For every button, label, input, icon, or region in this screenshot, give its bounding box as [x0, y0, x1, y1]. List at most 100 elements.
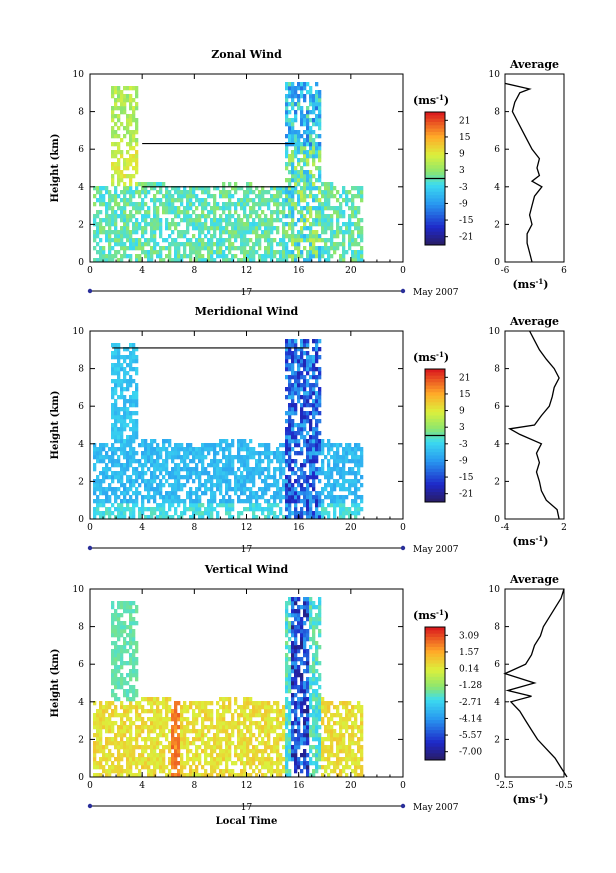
heatmap-cell	[171, 713, 175, 718]
heatmap-cell	[258, 463, 262, 468]
heatmap-cell	[228, 769, 232, 774]
heatmap-cell	[258, 198, 262, 203]
colorbar-swatch	[425, 241, 445, 246]
heatmap-cell	[252, 757, 256, 762]
heatmap-cell	[303, 601, 307, 606]
heatmap-cell	[114, 226, 118, 231]
heatmap-cell	[288, 395, 292, 400]
heatmap-cell	[270, 765, 274, 770]
heatmap-cell	[168, 250, 172, 255]
colorbar-swatch	[425, 432, 445, 436]
heatmap-cell	[291, 371, 295, 376]
heatmap-cell	[141, 737, 145, 742]
heatmap-cell	[195, 250, 199, 255]
heatmap-cell	[345, 507, 349, 512]
heatmap-cell	[207, 515, 211, 520]
heatmap-cell	[312, 605, 316, 610]
heatmap-cell	[102, 709, 106, 714]
heatmap-cell	[135, 206, 139, 211]
heatmap-cell	[258, 749, 262, 754]
heatmap-cell	[156, 705, 160, 710]
heatmap-cell	[114, 198, 118, 203]
heatmap-cell	[114, 190, 118, 195]
heatmap-cell	[189, 258, 193, 263]
heatmap-cell	[192, 242, 196, 247]
heatmap-cell	[219, 238, 223, 243]
heatmap-cell	[123, 511, 127, 516]
heatmap-cell	[150, 495, 154, 500]
heatmap-cell	[174, 499, 178, 504]
colorbar-swatch	[425, 115, 445, 120]
heatmap-cell	[342, 238, 346, 243]
heatmap-cell	[243, 721, 247, 726]
heatmap-cell	[297, 621, 301, 626]
heatmap-cell	[291, 218, 295, 223]
heatmap-cell	[186, 222, 190, 227]
heatmap-cell	[309, 443, 313, 448]
heatmap-cell	[117, 134, 121, 139]
heatmap-cell	[351, 503, 355, 508]
heatmap-cell	[144, 186, 148, 191]
heatmap-cell	[114, 709, 118, 714]
heatmap-cell	[153, 459, 157, 464]
heatmap-cell	[201, 773, 205, 778]
heatmap-cell	[300, 94, 304, 99]
heatmap-cell	[360, 186, 364, 191]
heatmap-cell	[222, 709, 226, 714]
heatmap-cell	[120, 483, 124, 488]
heatmap-cell	[294, 222, 298, 227]
heatmap-cell	[258, 234, 262, 239]
heatmap-cell	[327, 717, 331, 722]
heatmap-cell	[312, 154, 316, 159]
heatmap-cell	[324, 190, 328, 195]
heatmap-cell	[306, 697, 310, 702]
heatmap-cell	[162, 459, 166, 464]
heatmap-cell	[291, 467, 295, 472]
heatmap-cell	[318, 391, 322, 396]
heatmap-cell	[168, 443, 172, 448]
heatmap-cell	[138, 491, 142, 496]
heatmap-cell	[129, 701, 133, 706]
heatmap-cell	[249, 701, 253, 706]
heatmap-cell	[126, 753, 130, 758]
heatmap-cell	[318, 403, 322, 408]
heatmap-cell	[288, 190, 292, 195]
heatmap-cell	[243, 439, 247, 444]
heatmap-cell	[216, 761, 220, 766]
heatmap-cell	[129, 190, 133, 195]
heatmap-cell	[288, 435, 292, 440]
heatmap-cell	[135, 387, 139, 392]
heatmap-cell	[96, 511, 100, 516]
colorbar-swatch	[425, 392, 445, 396]
heatmap-cell	[120, 665, 124, 670]
heatmap-cell	[207, 753, 211, 758]
heatmap-cell	[129, 637, 133, 642]
heatmap-cell	[270, 761, 274, 766]
heatmap-cell	[285, 194, 289, 199]
heatmap-cell	[114, 609, 118, 614]
heatmap-cell	[273, 495, 277, 500]
heatmap-cell	[270, 238, 274, 243]
heatmap-cell	[207, 499, 211, 504]
heatmap-cell	[99, 218, 103, 223]
heatmap-cell	[324, 206, 328, 211]
heatmap-cell	[288, 613, 292, 618]
heatmap-cell	[234, 230, 238, 235]
heatmap-cell	[321, 503, 325, 508]
heatmap-cell	[240, 234, 244, 239]
heatmap-cell	[246, 455, 250, 460]
date-bar-end	[400, 545, 406, 551]
heatmap-cell	[285, 134, 289, 139]
heatmap-cell	[288, 339, 292, 344]
heatmap-cell	[141, 729, 145, 734]
heatmap-cell	[288, 701, 292, 706]
heatmap-cell	[210, 765, 214, 770]
heatmap-cell	[213, 745, 217, 750]
heatmap-cell	[159, 741, 163, 746]
heatmap-cell	[210, 487, 214, 492]
heatmap-cell	[102, 475, 106, 480]
heatmap-cell	[213, 725, 217, 730]
heatmap-cell	[180, 721, 184, 726]
heatmap-cell	[189, 443, 193, 448]
